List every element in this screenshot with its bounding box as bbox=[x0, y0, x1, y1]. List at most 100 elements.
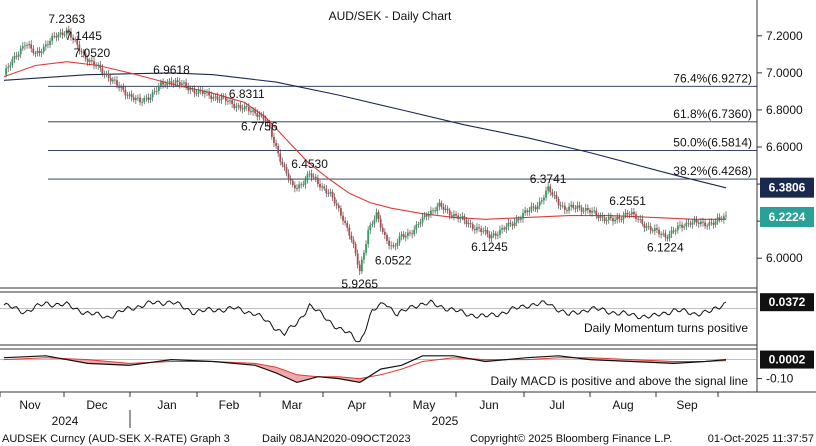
candle-body-54 bbox=[116, 80, 118, 86]
macd-fill-31 bbox=[68, 358, 72, 360]
candle-body-335 bbox=[704, 222, 706, 227]
candle-body-272 bbox=[572, 204, 575, 208]
candle-body-36 bbox=[78, 44, 81, 51]
candle-body-321 bbox=[674, 230, 677, 232]
candle-body-80 bbox=[170, 81, 173, 84]
candle-body-198 bbox=[417, 224, 420, 226]
candle-body-203 bbox=[427, 214, 430, 217]
candle-body-159 bbox=[335, 203, 338, 206]
x-month-label-6: May bbox=[413, 398, 436, 412]
candle-body-310 bbox=[651, 230, 654, 232]
candle-body-87 bbox=[185, 82, 187, 87]
candle-body-260 bbox=[547, 186, 550, 191]
candle-body-84 bbox=[178, 81, 181, 85]
candle-body-64 bbox=[137, 97, 139, 99]
candle-body-283 bbox=[595, 210, 598, 216]
macd-fill-277 bbox=[583, 357, 587, 359]
x-axis: Nov Dec Jan Feb Mar Apr May Jun Jul Aug Sep 2024 202… bbox=[0, 392, 719, 428]
macd-fill-118 bbox=[250, 363, 254, 365]
macd-fill-168 bbox=[355, 378, 358, 382]
price-annotation-3: 6.9618 bbox=[153, 63, 190, 77]
macd-fill-34 bbox=[75, 359, 78, 362]
candle-body-212 bbox=[446, 208, 449, 211]
candle-body-140 bbox=[296, 188, 298, 189]
fib-label-3: 38.2%(6.4268) bbox=[673, 164, 752, 178]
candle-body-169 bbox=[356, 253, 359, 265]
candle-body-92 bbox=[195, 93, 198, 95]
candle-body-145 bbox=[306, 174, 309, 181]
macd-fill-231 bbox=[487, 359, 490, 362]
candle-body-185 bbox=[390, 245, 393, 247]
macd-fill-285 bbox=[600, 358, 603, 361]
fibonacci-levels: 76.4%(6.9272) 61.8%(6.7360) 50.0%(6.5814) 3… bbox=[48, 71, 757, 180]
macd-fill-38 bbox=[83, 359, 86, 363]
candle-body-219 bbox=[461, 216, 464, 218]
macd-fill-119 bbox=[253, 363, 256, 366]
candle-body-144 bbox=[304, 180, 307, 185]
candle-body-153 bbox=[323, 186, 326, 189]
macd-fill-41 bbox=[89, 359, 93, 364]
candle-body-125 bbox=[264, 119, 267, 123]
footer-range: Daily 08JAN2020-09OCT2023 bbox=[262, 433, 411, 445]
candle-body-202 bbox=[425, 215, 428, 217]
candle-body-261 bbox=[549, 186, 552, 193]
macd-fill-157 bbox=[332, 376, 335, 379]
candle-body-213 bbox=[448, 210, 451, 216]
candle-body-137 bbox=[289, 179, 292, 181]
candle-body-108 bbox=[229, 100, 231, 102]
candle-body-294 bbox=[618, 216, 621, 220]
candle-body-318 bbox=[668, 234, 671, 239]
candle-body-299 bbox=[628, 214, 631, 215]
candle-body-270 bbox=[568, 206, 570, 211]
candle-body-15 bbox=[34, 53, 37, 54]
macd-fill-309 bbox=[650, 360, 654, 363]
macd-fill-164 bbox=[347, 377, 350, 381]
candle-body-129 bbox=[273, 136, 275, 143]
macd-fill-35 bbox=[77, 359, 80, 362]
candle-body-262 bbox=[551, 192, 554, 196]
candle-body-69 bbox=[147, 97, 150, 100]
candle-body-131 bbox=[277, 146, 280, 154]
candle-body-194 bbox=[409, 232, 411, 234]
macd-fill-43 bbox=[93, 360, 97, 364]
candle-body-239 bbox=[503, 228, 506, 230]
macd-fill-56 bbox=[121, 362, 124, 365]
candle-body-221 bbox=[465, 220, 468, 225]
candle-body-323 bbox=[679, 224, 681, 226]
candle-body-157 bbox=[331, 191, 334, 198]
macd-fill-115 bbox=[244, 362, 248, 365]
macd-fill-134 bbox=[284, 370, 287, 377]
price-annotation-10: 6.3741 bbox=[530, 172, 567, 186]
macd-fill-301 bbox=[633, 359, 637, 362]
candle-body-290 bbox=[609, 216, 612, 219]
candle-body-339 bbox=[712, 223, 715, 225]
candle-body-70 bbox=[149, 97, 152, 100]
candle-body-223 bbox=[469, 223, 472, 225]
x-month-label-10: Sep bbox=[676, 398, 698, 412]
macd-fill-135 bbox=[286, 371, 289, 378]
candle-body-324 bbox=[681, 224, 683, 228]
price-annotation-0: 7.2363 bbox=[48, 12, 85, 26]
candle-body-269 bbox=[566, 209, 568, 211]
macd-fill-51 bbox=[110, 361, 114, 365]
candle-body-308 bbox=[647, 226, 650, 228]
candle-body-89 bbox=[189, 88, 192, 91]
candle-body-65 bbox=[139, 97, 141, 103]
candle-body-184 bbox=[388, 240, 390, 246]
candle-body-222 bbox=[467, 223, 470, 225]
candle-body-322 bbox=[676, 225, 679, 231]
candle-body-44 bbox=[95, 65, 97, 67]
macd-fill-46 bbox=[100, 360, 103, 364]
candle-body-116 bbox=[245, 106, 248, 108]
candle-body-309 bbox=[649, 226, 652, 231]
candle-body-82 bbox=[174, 80, 177, 84]
candle-body-277 bbox=[582, 210, 585, 212]
macd-fill-124 bbox=[263, 364, 266, 369]
macd-fill-307 bbox=[646, 360, 649, 363]
candle-body-94 bbox=[199, 89, 202, 91]
macd-fill-287 bbox=[604, 358, 608, 361]
candle-body-112 bbox=[237, 105, 240, 107]
candle-body-132 bbox=[279, 153, 282, 162]
candle-body-293 bbox=[616, 216, 619, 220]
candle-body-21 bbox=[47, 44, 49, 46]
